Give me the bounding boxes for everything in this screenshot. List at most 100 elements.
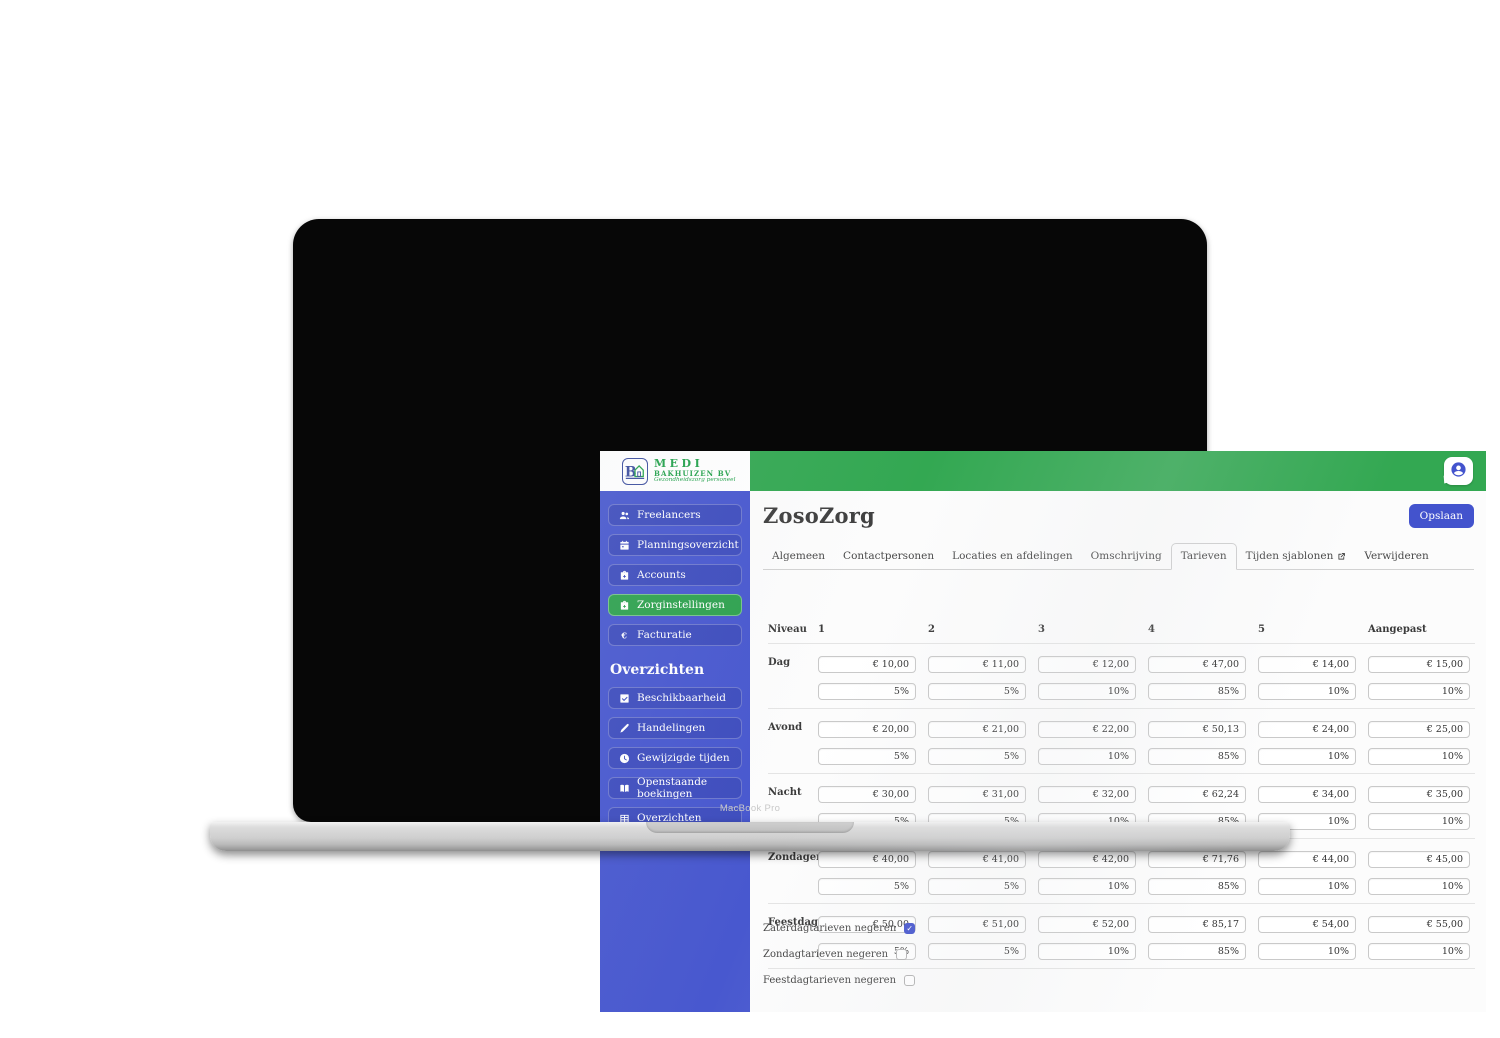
percent-input[interactable] xyxy=(1368,683,1470,700)
rate-input[interactable] xyxy=(928,721,1026,738)
row-label: Dag xyxy=(768,657,791,668)
sidebar-item-handelingen[interactable]: Handelingen xyxy=(608,717,742,739)
cell xyxy=(1258,744,1368,765)
percent-input[interactable] xyxy=(1148,748,1246,765)
tab-tarieven[interactable]: Tarieven xyxy=(1170,543,1237,570)
percent-input[interactable] xyxy=(928,683,1026,700)
cell xyxy=(928,679,1038,700)
rate-input[interactable] xyxy=(1258,786,1356,803)
checkbox-checked[interactable]: ✓ xyxy=(904,923,916,934)
rate-input[interactable] xyxy=(1148,656,1246,673)
tariff-table: Niveau 1 2 3 4 5 Aangepast Dag Avond Nacht Zondag… xyxy=(768,624,1475,969)
rate-input[interactable] xyxy=(1368,851,1470,868)
cell xyxy=(1148,717,1258,738)
percent-input[interactable] xyxy=(928,878,1026,895)
checkbox-unchecked[interactable] xyxy=(896,949,908,960)
percent-input[interactable] xyxy=(1368,878,1470,895)
cell xyxy=(1038,912,1148,933)
sidebar-item-gewijzigde-tijden[interactable]: Gewijzigde tijden xyxy=(608,747,742,769)
tab-tijden-sjablonen[interactable]: Tijden sjablonen xyxy=(1237,544,1356,569)
rate-input[interactable] xyxy=(1038,786,1136,803)
percent-input[interactable] xyxy=(1258,943,1356,960)
sidebar-item-openstaande-boekingen[interactable]: Openstaande boekingen xyxy=(608,776,742,800)
rate-input[interactable] xyxy=(1148,916,1246,933)
app-screen: B MEDI BAKHUIZEN BV Gezondheidszorg pers… xyxy=(600,451,1486,1012)
sidebar-item-beschikbaarheid[interactable]: Beschikbaarheid xyxy=(608,687,742,709)
logo-tagline: Gezondheidszorg personeel xyxy=(654,477,736,484)
percent-input[interactable] xyxy=(1368,943,1470,960)
rate-input[interactable] xyxy=(928,916,1026,933)
rate-input[interactable] xyxy=(1368,656,1470,673)
rate-input[interactable] xyxy=(928,786,1026,803)
rate-input[interactable] xyxy=(1038,721,1136,738)
sidebar-item-zorginstellingen[interactable]: Zorginstellingen xyxy=(608,594,742,616)
checkbox-unchecked[interactable] xyxy=(904,975,916,986)
percent-input[interactable] xyxy=(1038,878,1136,895)
percent-input[interactable] xyxy=(818,878,916,895)
rate-input[interactable] xyxy=(928,851,1026,868)
checkbox-row-zondagtarieven-negeren[interactable]: Zondagtarieven negeren xyxy=(763,949,915,960)
rate-input[interactable] xyxy=(818,721,916,738)
cell xyxy=(928,847,1038,868)
percent-input[interactable] xyxy=(1258,878,1356,895)
tab-contactpersonen[interactable]: Contactpersonen xyxy=(834,544,943,569)
percent-input[interactable] xyxy=(1038,683,1136,700)
rate-input[interactable] xyxy=(1258,656,1356,673)
cell xyxy=(1368,652,1470,673)
percent-input[interactable] xyxy=(1038,943,1136,960)
checkbox-row-zaterdagtarieven-negeren[interactable]: Zaterdagtarieven negeren ✓ xyxy=(763,923,916,934)
percent-input[interactable] xyxy=(818,748,916,765)
rate-input[interactable] xyxy=(1368,916,1470,933)
cell xyxy=(1258,717,1368,738)
rate-input[interactable] xyxy=(1258,721,1356,738)
rate-input[interactable] xyxy=(1148,786,1246,803)
sidebar-item-accounts[interactable]: Accounts xyxy=(608,564,742,586)
sidebar-item-facturatie[interactable]: € Facturatie xyxy=(608,624,742,646)
rate-input[interactable] xyxy=(1148,721,1246,738)
save-button[interactable]: Opslaan xyxy=(1408,503,1474,528)
percent-input[interactable] xyxy=(1148,683,1246,700)
app-logo: B MEDI BAKHUIZEN BV Gezondheidszorg pers… xyxy=(600,451,750,491)
rate-input[interactable] xyxy=(1038,656,1136,673)
rate-input[interactable] xyxy=(1038,916,1136,933)
tariff-group-zondagen: Zondagen xyxy=(768,838,1475,903)
cell xyxy=(1148,679,1258,700)
percent-input[interactable] xyxy=(928,748,1026,765)
sidebar-item-freelancers[interactable]: Freelancers xyxy=(608,504,742,526)
rate-input[interactable] xyxy=(1038,851,1136,868)
rate-input[interactable] xyxy=(818,786,916,803)
percent-input[interactable] xyxy=(818,683,916,700)
percent-input[interactable] xyxy=(1038,748,1136,765)
rate-input[interactable] xyxy=(1368,721,1470,738)
percent-input[interactable] xyxy=(1148,878,1246,895)
cell xyxy=(1148,782,1258,803)
tariff-group-dag: Dag xyxy=(768,643,1475,708)
tab-omschrijving[interactable]: Omschrijving xyxy=(1082,544,1171,569)
user-menu-button[interactable] xyxy=(1444,457,1473,485)
table-row-percent xyxy=(768,939,1475,960)
checkbox-label: Zondagtarieven negeren xyxy=(763,949,889,960)
laptop-base xyxy=(210,822,1290,851)
rate-input[interactable] xyxy=(928,656,1026,673)
percent-input[interactable] xyxy=(1258,683,1356,700)
rate-input[interactable] xyxy=(818,656,916,673)
checkbox-row-feestdagtarieven-negeren[interactable]: Feestdagtarieven negeren xyxy=(763,975,916,986)
cell xyxy=(928,912,1038,933)
tab-verwijderen[interactable]: Verwijderen xyxy=(1355,544,1437,569)
percent-input[interactable] xyxy=(1258,748,1356,765)
percent-input[interactable] xyxy=(818,943,916,960)
percent-input[interactable] xyxy=(1368,748,1470,765)
percent-input[interactable] xyxy=(1148,943,1246,960)
rate-input[interactable] xyxy=(1148,851,1246,868)
rate-input[interactable] xyxy=(1258,851,1356,868)
table-row-percent xyxy=(768,679,1475,700)
rate-input[interactable] xyxy=(818,916,916,933)
percent-input[interactable] xyxy=(1368,813,1470,830)
sidebar-item-planningsoverzicht[interactable]: Planningsoverzicht xyxy=(608,534,742,556)
percent-input[interactable] xyxy=(928,943,1026,960)
rate-input[interactable] xyxy=(1258,916,1356,933)
tab-locaties-en-afdelingen[interactable]: Locaties en afdelingen xyxy=(943,544,1082,569)
rate-input[interactable] xyxy=(1368,786,1470,803)
rate-input[interactable] xyxy=(818,851,916,868)
tab-algemeen[interactable]: Algemeen xyxy=(763,544,834,569)
